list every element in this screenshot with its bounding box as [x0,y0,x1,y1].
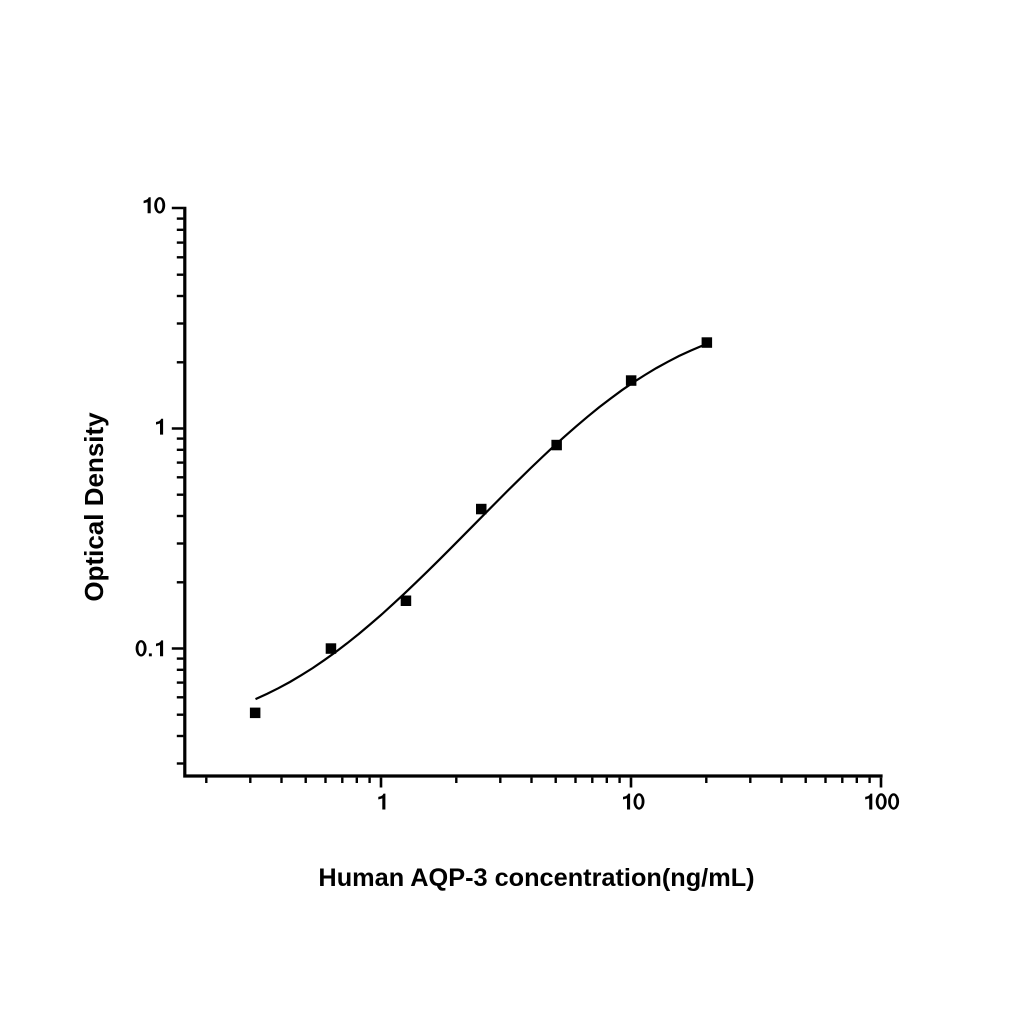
svg-text:Human AQP-3 concentration(ng/m: Human AQP-3 concentration(ng/mL) [318,864,754,892]
svg-text:Optical Density: Optical Density [79,412,109,602]
